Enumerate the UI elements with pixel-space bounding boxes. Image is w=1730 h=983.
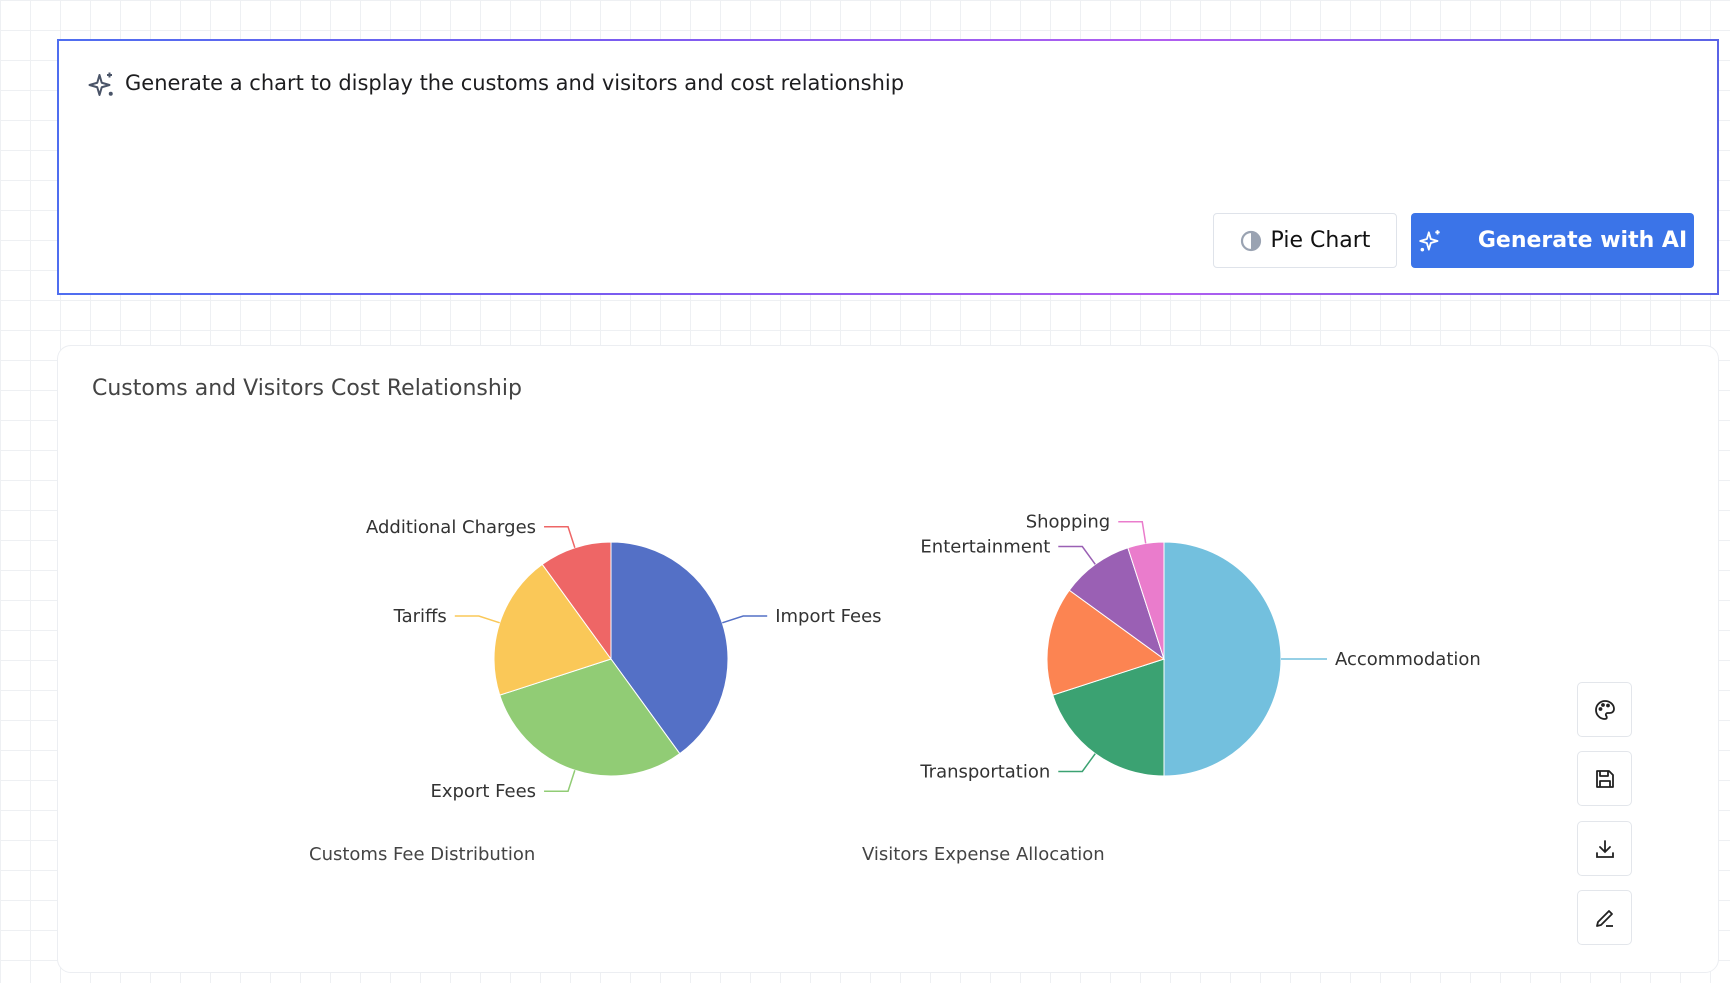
prompt-box[interactable]: Generate a chart to display the customs … — [57, 39, 1719, 295]
pie-slice-accommodation[interactable] — [1163, 541, 1282, 777]
palette-icon — [1594, 699, 1615, 720]
prompt-text[interactable]: Generate a chart to display the customs … — [125, 71, 905, 95]
save-button[interactable] — [1577, 751, 1632, 806]
pie-slice-tariffs[interactable] — [493, 563, 612, 696]
generate-with-ai-button[interactable]: Generate with AI — [1411, 213, 1694, 268]
label-line — [1118, 520, 1147, 544]
generate-label: Generate with AI — [1477, 228, 1688, 253]
label-line — [1058, 753, 1096, 773]
slice-label: Additional Charges — [366, 517, 536, 538]
slice-label: Export Fees — [430, 781, 536, 802]
label-line — [454, 615, 500, 624]
slice-label: Transportation — [919, 761, 1050, 782]
sparkles-icon — [1419, 229, 1440, 251]
pie-subtitle: Visitors Expense Allocation — [862, 844, 1105, 865]
slice-label: Entertainment — [920, 537, 1050, 558]
edit-button[interactable] — [1577, 890, 1632, 945]
palette-button[interactable] — [1577, 682, 1632, 737]
slice-label: Import Fees — [775, 606, 881, 627]
pie-slice-export-fees[interactable] — [499, 658, 681, 777]
label-line — [722, 615, 768, 624]
label-line — [544, 526, 576, 548]
pie-slice-additional-charges[interactable] — [541, 541, 612, 661]
pie-chart-type-button[interactable]: Pie Chart — [1213, 213, 1397, 268]
label-line — [544, 770, 576, 792]
download-button[interactable] — [1577, 821, 1632, 876]
edit-icon — [1595, 909, 1613, 927]
pie-slice-food[interactable] — [1046, 589, 1166, 696]
pie-slice-transportation[interactable] — [1052, 658, 1165, 777]
slice-label: Shopping — [1026, 512, 1111, 533]
download-icon — [1595, 839, 1614, 858]
save-icon — [1595, 769, 1614, 788]
pie-slice-shopping[interactable] — [1127, 541, 1165, 660]
slice-label: Accommodation — [1335, 649, 1481, 670]
pie-subtitle: Customs Fee Distribution — [309, 844, 535, 865]
pie-slice-import-fees[interactable] — [610, 541, 729, 755]
label-line — [1058, 545, 1096, 565]
pie-chart-label: Pie Chart — [1270, 228, 1371, 253]
slice-label: Tariffs — [393, 606, 447, 627]
pie-chart-icon — [1240, 230, 1261, 251]
chart-title: Customs and Visitors Cost Relationship — [92, 376, 522, 401]
pie-slice-entertainment[interactable] — [1068, 547, 1165, 661]
sparkles-icon — [88, 72, 113, 96]
chart-card: Customs and Visitors Cost Relationship — [57, 345, 1719, 973]
